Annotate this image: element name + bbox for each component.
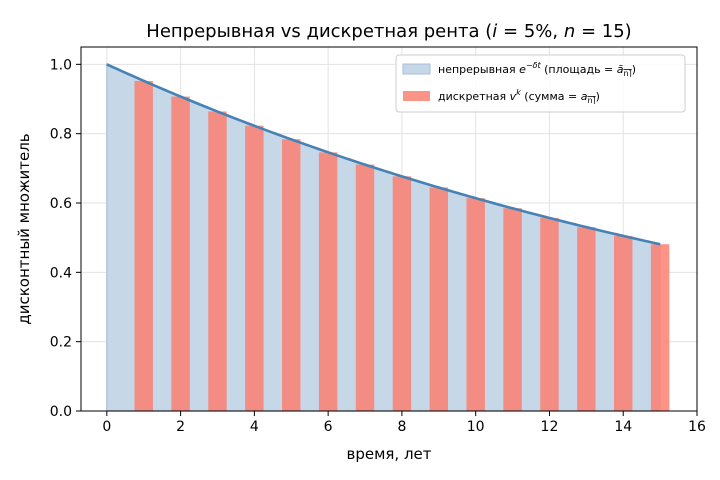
legend-swatch-discrete bbox=[403, 91, 430, 101]
chart-title: Непрерывная vs дискретная рента (i = 5%,… bbox=[146, 21, 631, 42]
y-tick-label: 1.0 bbox=[50, 57, 72, 73]
axes bbox=[80, 46, 698, 412]
y-tick-label: 0.4 bbox=[50, 265, 72, 281]
continuous-line bbox=[106, 63, 661, 246]
x-axis-label: время, лет bbox=[346, 445, 431, 463]
continuous-line-layer bbox=[106, 63, 661, 246]
y-tick-label: 0.6 bbox=[50, 196, 72, 212]
discrete-bar bbox=[577, 227, 596, 411]
legend-box bbox=[395, 54, 686, 113]
discrete-bar bbox=[614, 235, 633, 411]
discrete-bar bbox=[466, 198, 485, 411]
discrete-bar bbox=[171, 96, 190, 411]
discrete-bar bbox=[282, 139, 301, 412]
discrete-bar bbox=[134, 80, 153, 412]
x-axis-ticks: 0 2 4 6 8 10 12 14 16 bbox=[102, 411, 706, 435]
discrete-bar bbox=[392, 176, 412, 411]
x-tick-label: 14 bbox=[614, 419, 632, 435]
discrete-bar bbox=[318, 152, 338, 412]
x-tick-label: 10 bbox=[467, 419, 485, 435]
x-tick-label: 8 bbox=[397, 419, 406, 435]
x-tick-label: 4 bbox=[250, 419, 259, 435]
discrete-bar bbox=[355, 164, 375, 411]
discrete-bar bbox=[245, 125, 264, 412]
x-tick-label: 16 bbox=[688, 419, 706, 435]
discrete-bar bbox=[208, 111, 227, 411]
discrete-bar bbox=[540, 217, 559, 411]
discrete-bar bbox=[503, 208, 522, 411]
discrete-bar-layer bbox=[134, 80, 670, 412]
x-tick-label: 2 bbox=[176, 419, 185, 435]
y-axis-label: дисконтный множитель bbox=[15, 133, 33, 324]
y-axis-ticks: 0.0 0.2 0.4 0.6 0.8 1.0 bbox=[50, 57, 81, 420]
x-tick-label: 12 bbox=[541, 419, 559, 435]
legend: непрерывная e−δt (площадь = ān⌉) дискретн… bbox=[395, 54, 686, 113]
discrete-bar bbox=[429, 187, 449, 411]
legend-swatch-continuous bbox=[402, 63, 431, 75]
legend-label-continuous: непрерывная e−δt (площадь = ān⌉) bbox=[438, 61, 636, 78]
legend-label-discrete: дискретная vk (сумма = an⌉) bbox=[438, 88, 600, 105]
discrete-bar bbox=[650, 244, 670, 411]
y-tick-label: 0.8 bbox=[50, 127, 72, 143]
x-tick-label: 6 bbox=[324, 419, 333, 435]
plot-frame bbox=[80, 46, 698, 412]
y-tick-label: 0.2 bbox=[50, 335, 72, 351]
y-tick-label: 0.0 bbox=[50, 404, 72, 420]
x-tick-label: 0 bbox=[102, 419, 111, 435]
